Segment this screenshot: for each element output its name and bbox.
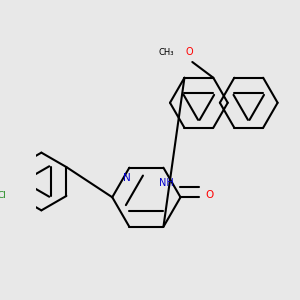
Text: CH₃: CH₃ (158, 48, 174, 57)
Text: N: N (123, 173, 130, 183)
Text: NH: NH (159, 178, 173, 188)
Text: O: O (186, 47, 194, 57)
Text: Cl: Cl (0, 191, 6, 200)
Text: O: O (206, 190, 214, 200)
